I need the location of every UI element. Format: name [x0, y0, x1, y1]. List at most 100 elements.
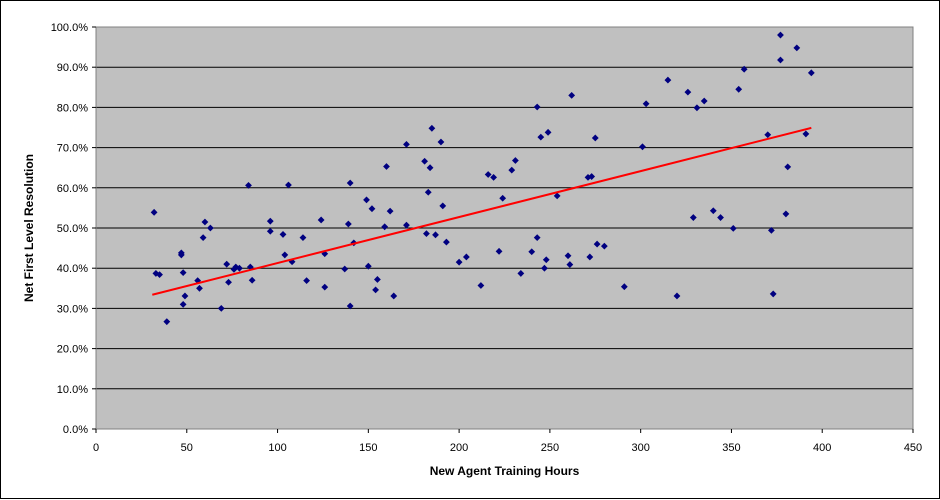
data-point: [321, 283, 329, 291]
data-point: [179, 269, 187, 277]
data-point: [439, 202, 447, 210]
trendline: [152, 126, 812, 296]
data-point: [462, 253, 470, 261]
data-point: [426, 164, 434, 172]
data-point: [784, 163, 792, 171]
data-point: [777, 56, 784, 64]
ticks-layer: 0.0% 10.0% 20.0% 30.0% 40.0% 50.0% 60.0% 70.0% 8…: [51, 22, 922, 454]
y-axis-title: Net First Level Resolution: [22, 154, 36, 302]
data-point: [517, 270, 525, 277]
data-point: [807, 69, 815, 77]
data-point: [177, 251, 185, 259]
y-tick-label: 70.0%: [57, 143, 88, 155]
data-point: [528, 248, 536, 256]
data-point: [279, 231, 287, 238]
data-point: [423, 230, 430, 238]
data-point: [495, 247, 503, 255]
data-point: [684, 88, 692, 96]
data-point: [201, 218, 209, 226]
y-tick-label: 0.0%: [63, 424, 88, 436]
x-tick-label: 350: [722, 442, 740, 454]
data-point: [266, 217, 274, 225]
y-tick-label: 50.0%: [57, 223, 88, 235]
y-tick-label: 10.0%: [57, 384, 88, 396]
data-point: [777, 31, 784, 39]
data-point: [403, 221, 410, 229]
data-point: [673, 292, 681, 300]
data-point: [437, 138, 445, 146]
y-tick-label: 80.0%: [57, 102, 88, 114]
y-tick-label: 60.0%: [57, 183, 88, 195]
data-point: [364, 262, 372, 270]
data-point: [246, 263, 254, 271]
x-tick-label: 0: [93, 442, 99, 454]
data-point: [477, 282, 485, 289]
data-point: [230, 266, 238, 273]
data-point: [206, 224, 214, 232]
data-point: [620, 283, 628, 291]
data-point: [363, 196, 370, 204]
data-point: [591, 134, 599, 142]
data-point: [199, 234, 207, 242]
data-point: [374, 276, 381, 283]
data-point: [317, 216, 325, 224]
data-point: [693, 104, 701, 112]
data-point: [248, 276, 256, 284]
y-tick-label: 100.0%: [51, 22, 89, 34]
data-point: [782, 210, 790, 218]
data-point: [341, 265, 349, 273]
data-point: [281, 251, 289, 259]
data-point: [390, 292, 398, 300]
data-point: [588, 173, 596, 180]
data-point: [533, 103, 541, 111]
data-point: [424, 188, 432, 196]
x-tick-label: 150: [359, 442, 377, 454]
data-point: [455, 258, 463, 266]
x-axis-title: New Agent Training Hours: [430, 464, 580, 478]
data-point: [566, 261, 574, 268]
data-point: [537, 133, 545, 141]
data-point: [163, 318, 171, 326]
data-point: [740, 65, 748, 73]
x-tick-label: 200: [450, 442, 468, 454]
x-tick-label: 450: [904, 442, 922, 454]
trendline-layer: [152, 126, 812, 296]
data-point: [432, 231, 439, 239]
data-point: [541, 264, 548, 272]
data-point: [533, 234, 541, 242]
data-point: [386, 207, 394, 215]
data-point: [764, 131, 772, 139]
data-point: [586, 253, 594, 261]
data-point: [232, 263, 240, 271]
data-point: [179, 300, 187, 308]
data-point: [346, 179, 354, 187]
data-point: [490, 173, 498, 181]
data-point: [196, 284, 203, 292]
data-point: [664, 76, 672, 84]
data-point: [511, 157, 519, 164]
data-point: [564, 252, 572, 260]
data-point: [225, 278, 232, 286]
data-point: [223, 260, 231, 268]
data-point: [421, 157, 429, 165]
data-point: [346, 302, 354, 310]
data-point: [499, 194, 507, 202]
data-point: [568, 91, 576, 99]
y-tick-label: 20.0%: [57, 344, 88, 356]
data-point: [372, 286, 379, 294]
data-point: [484, 171, 492, 178]
data-point: [508, 166, 516, 174]
x-tick-label: 300: [631, 442, 649, 454]
data-point: [266, 227, 274, 235]
data-point: [767, 227, 775, 234]
data-point: [593, 240, 601, 248]
data-point: [368, 205, 376, 213]
data-point: [428, 124, 436, 132]
data-point: [303, 277, 311, 285]
data-point: [443, 238, 450, 246]
data-points: [150, 31, 815, 326]
data-point: [156, 271, 163, 279]
data-point: [642, 100, 650, 108]
